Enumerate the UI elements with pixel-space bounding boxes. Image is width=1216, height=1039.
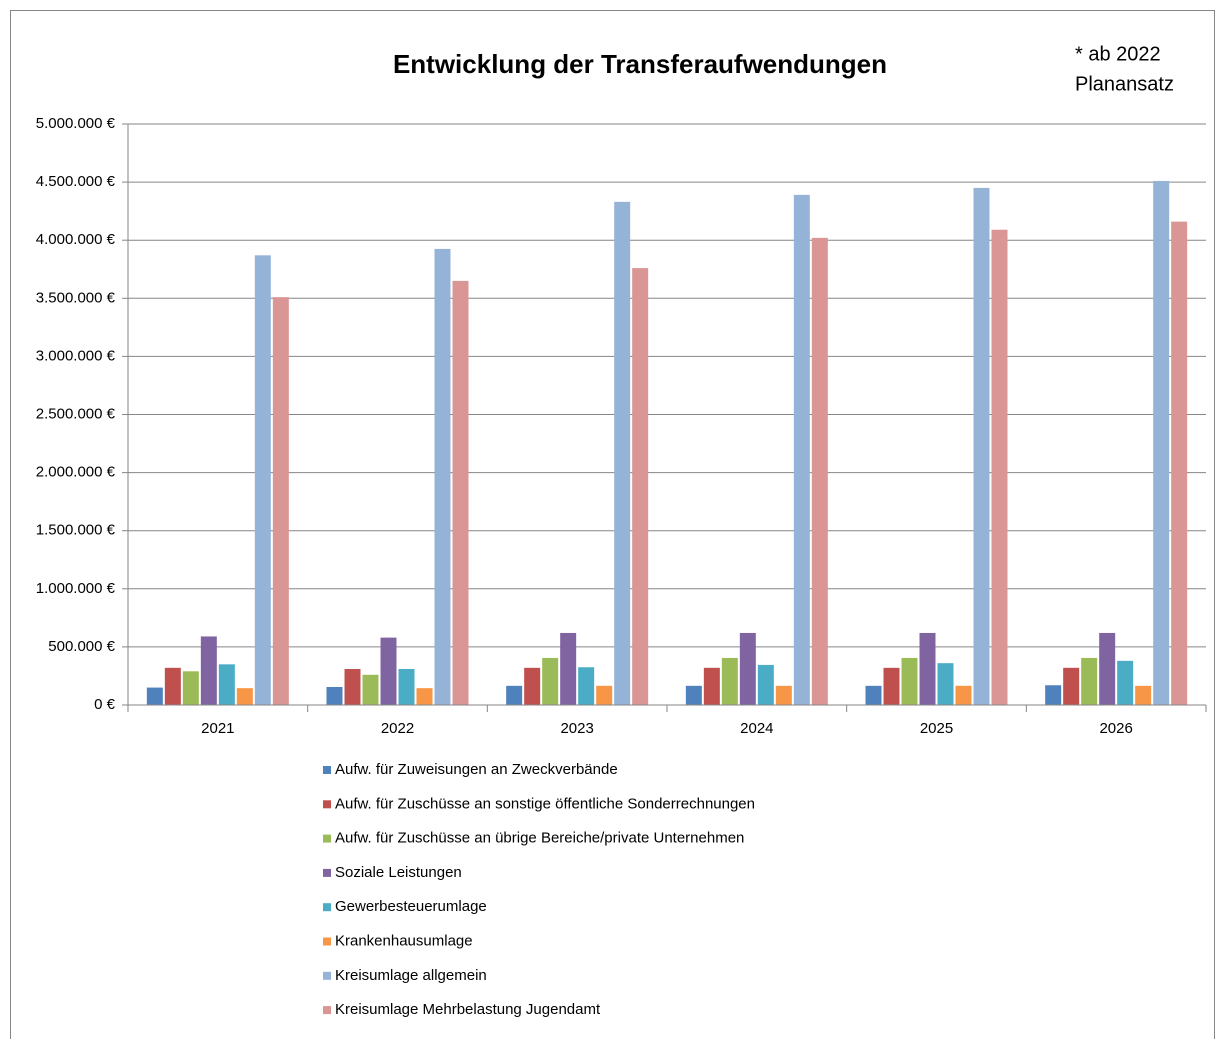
legend-swatch — [323, 903, 331, 912]
y-tick-label: 500.000 € — [48, 638, 115, 655]
bar — [578, 667, 595, 705]
y-tick-label: 1.000.000 € — [36, 580, 116, 597]
bar — [1153, 180, 1170, 706]
bar — [1081, 657, 1098, 705]
bar — [200, 636, 217, 705]
bar — [901, 657, 918, 705]
bar — [937, 663, 954, 705]
bar — [632, 268, 649, 705]
bar — [344, 668, 361, 705]
y-tick-label: 5.000.000 € — [36, 115, 116, 132]
x-tick-label: 2021 — [201, 720, 234, 737]
note: * ab 2022 — [1075, 43, 1161, 65]
y-tick-label: 1.500.000 € — [36, 522, 116, 539]
legend-label: Aufw. für Zuschüsse an übrige Bereiche/p… — [335, 830, 744, 847]
bar — [362, 674, 379, 705]
x-tick-label: 2023 — [560, 720, 593, 737]
bar — [991, 229, 1008, 705]
bar — [793, 194, 810, 705]
bar — [1045, 685, 1062, 705]
chart-frame — [10, 10, 1215, 1039]
bar — [1063, 667, 1080, 705]
x-tick-label: 2026 — [1099, 720, 1132, 737]
bar — [524, 667, 541, 705]
bar — [182, 671, 199, 705]
bar — [416, 688, 433, 705]
bar — [703, 667, 720, 705]
bar — [973, 187, 990, 705]
bar — [1135, 685, 1152, 705]
bar — [685, 685, 702, 705]
legend-swatch — [323, 868, 331, 877]
bar — [721, 657, 738, 705]
y-tick-label: 4.500.000 € — [36, 173, 116, 190]
bar — [236, 688, 253, 705]
bar — [380, 637, 397, 705]
bar — [775, 685, 792, 705]
bar — [757, 664, 774, 705]
legend-label: Kreisumlage Mehrbelastung Jugendamt — [335, 1001, 601, 1018]
bar — [164, 667, 181, 705]
legend-label: Kreisumlage allgemein — [335, 967, 487, 984]
y-tick-label: 3.500.000 € — [36, 289, 116, 306]
bar — [398, 668, 415, 705]
bar — [542, 657, 559, 705]
x-tick-label: 2025 — [920, 720, 953, 737]
bar — [883, 667, 900, 705]
bar — [596, 685, 613, 705]
legend-swatch — [323, 800, 331, 809]
legend-swatch — [323, 766, 331, 774]
bar — [739, 632, 756, 705]
legend-swatch — [323, 971, 331, 980]
legend-label: Aufw. für Zuweisungen an Zweckverbände — [335, 761, 618, 778]
bar — [614, 201, 631, 705]
bar — [146, 687, 163, 705]
x-tick-label: 2024 — [740, 720, 773, 737]
y-tick-label: 4.000.000 € — [36, 231, 116, 248]
legend-swatch — [323, 834, 331, 843]
bar — [272, 297, 289, 705]
legend-label: Aufw. für Zuschüsse an sonstige öffentli… — [335, 795, 755, 812]
x-tick-label: 2022 — [381, 720, 414, 737]
bar — [560, 632, 577, 705]
bar — [865, 685, 882, 705]
bar — [1171, 221, 1188, 705]
chart-title: Entwicklung der Transferaufwendungen — [393, 49, 887, 79]
legend-label: Krankenhausumlage — [335, 932, 473, 949]
bar — [506, 685, 523, 705]
bar — [326, 686, 343, 705]
y-tick-label: 0 € — [94, 696, 116, 713]
legend-label: Soziale Leistungen — [335, 864, 462, 881]
bar — [919, 632, 936, 705]
bar — [254, 255, 271, 705]
y-tick-label: 2.500.000 € — [36, 405, 116, 422]
bar — [434, 248, 451, 706]
legend-swatch — [323, 1006, 331, 1015]
note: Planansatz — [1075, 73, 1174, 95]
bar — [1099, 632, 1116, 705]
bar — [811, 237, 828, 705]
legend-label: Gewerbesteuerumlage — [335, 898, 487, 915]
bar — [218, 664, 235, 705]
y-tick-label: 2.000.000 € — [36, 464, 116, 481]
bar — [452, 280, 469, 705]
bar — [955, 685, 972, 705]
y-tick-label: 3.000.000 € — [36, 347, 116, 364]
bar — [1117, 660, 1134, 705]
legend-swatch — [323, 937, 331, 946]
